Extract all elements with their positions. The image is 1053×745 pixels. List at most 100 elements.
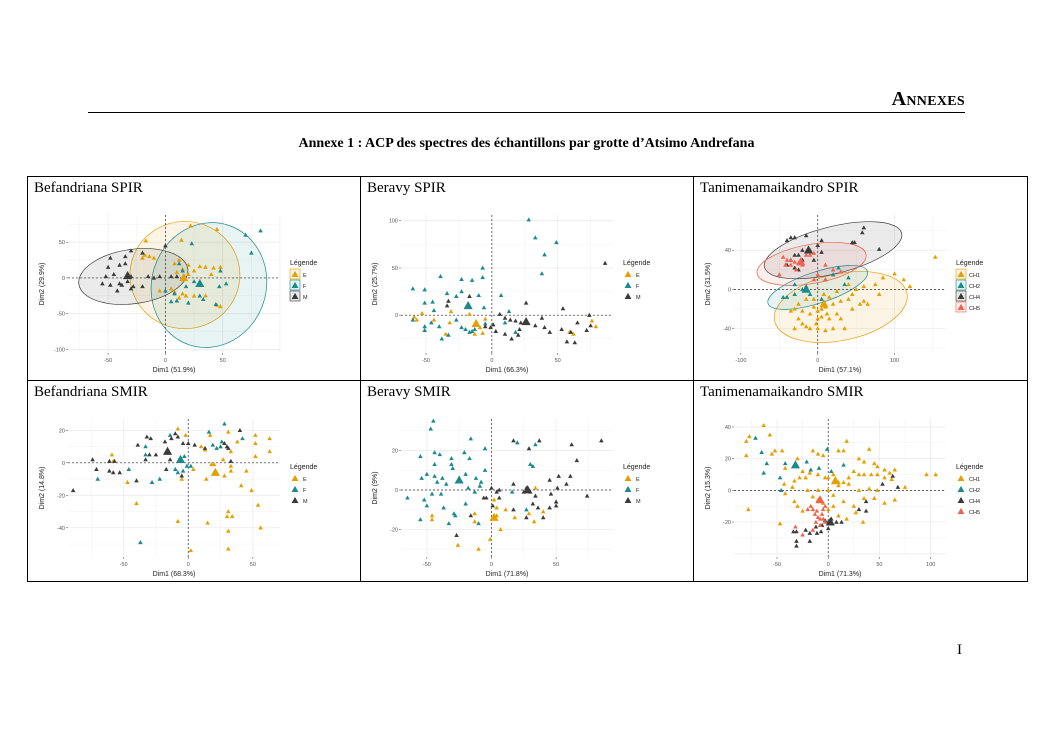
data-point xyxy=(803,296,809,301)
data-point xyxy=(169,436,174,441)
data-point xyxy=(112,458,117,463)
data-point xyxy=(185,440,191,446)
data-point xyxy=(875,472,880,477)
data-point xyxy=(506,309,512,314)
data-point xyxy=(895,484,901,489)
data-point xyxy=(860,519,866,524)
data-point xyxy=(844,516,849,521)
data-point xyxy=(502,331,508,336)
y-axis-label: Dim2 (9%) xyxy=(372,471,379,504)
data-point xyxy=(533,442,538,447)
data-point xyxy=(449,461,454,467)
legend-label: M xyxy=(303,499,308,505)
data-point xyxy=(826,294,832,299)
scatter-plot: -50 0 50 -20 0 20 Dim1 (71.8%) Dim2 (9%) Légende… xyxy=(372,418,650,578)
data-point xyxy=(793,524,798,529)
data-point xyxy=(856,456,862,461)
y-axis-label: Dim2 (25.7%) xyxy=(372,263,379,306)
data-point xyxy=(174,298,180,303)
data-point xyxy=(803,527,808,532)
data-point xyxy=(807,326,813,331)
panel-beravy-smir: Beravy SMIR -50 0 50 -20 0 20 Dim1 (71.8%) Dim2 … xyxy=(361,381,694,583)
data-point xyxy=(436,324,442,329)
data-point xyxy=(777,272,782,277)
data-point xyxy=(788,235,794,240)
data-point xyxy=(422,327,427,332)
y-axis-label: Dim2 (15.3%) xyxy=(705,467,712,510)
legend-title: Légende xyxy=(956,464,983,471)
data-point xyxy=(859,230,865,235)
figure-table: Befandriana SPIR -50 0 50 -100 -50 0 50 Dim1 (51… xyxy=(27,176,1028,582)
legend-label: CH1 xyxy=(969,477,980,483)
data-point xyxy=(157,274,162,279)
legend-key-triangle-icon xyxy=(624,485,632,493)
legend-key-triangle-icon xyxy=(957,507,965,515)
data-point xyxy=(533,493,538,498)
data-point xyxy=(191,268,197,273)
y-axis-label: Dim2 (29.9%) xyxy=(39,263,46,306)
data-point xyxy=(480,265,485,270)
data-point xyxy=(824,446,830,451)
data-point xyxy=(143,444,148,449)
data-point xyxy=(147,452,152,457)
data-point xyxy=(468,436,474,441)
data-point xyxy=(861,472,867,477)
data-point xyxy=(111,271,117,277)
data-point xyxy=(143,457,148,462)
data-point xyxy=(410,286,416,291)
data-point xyxy=(429,491,435,496)
legend-title: Légende xyxy=(623,464,650,471)
data-point xyxy=(574,458,580,463)
data-point xyxy=(229,514,235,519)
data-point xyxy=(228,463,234,468)
group-mean-point xyxy=(123,270,133,280)
data-point xyxy=(151,275,157,280)
data-point xyxy=(432,473,437,478)
data-point xyxy=(459,325,464,330)
data-point xyxy=(803,233,809,238)
y-tick-label: -20 xyxy=(57,493,65,499)
data-point xyxy=(472,489,477,494)
data-point xyxy=(459,289,464,294)
data-point xyxy=(173,466,178,472)
data-point xyxy=(448,309,454,314)
data-point xyxy=(444,303,450,308)
data-point xyxy=(811,250,817,255)
legend-label: E xyxy=(636,273,640,279)
data-point xyxy=(568,329,574,334)
data-point xyxy=(819,238,824,243)
data-point xyxy=(815,514,821,520)
legend-label: CH5 xyxy=(969,510,980,516)
data-point xyxy=(235,439,240,444)
data-point xyxy=(841,448,846,453)
data-point xyxy=(882,500,887,505)
group-mean-point xyxy=(195,278,205,288)
data-point xyxy=(781,481,787,486)
data-point xyxy=(440,475,445,480)
data-point xyxy=(810,527,816,532)
data-point xyxy=(873,282,878,287)
data-point xyxy=(175,426,181,431)
data-point xyxy=(846,282,851,287)
data-point xyxy=(796,301,801,306)
data-point xyxy=(496,487,502,492)
data-point xyxy=(197,293,203,298)
data-point xyxy=(151,255,157,260)
data-point xyxy=(790,484,795,489)
group-mean-point xyxy=(454,475,464,484)
data-point xyxy=(564,339,570,344)
legend-label: CH1 xyxy=(969,273,980,279)
data-point xyxy=(795,456,800,461)
data-point xyxy=(144,434,150,439)
data-point xyxy=(219,439,225,444)
data-point xyxy=(429,517,435,522)
data-point xyxy=(817,516,823,521)
data-point xyxy=(424,471,430,476)
data-point xyxy=(192,442,197,447)
data-point xyxy=(455,542,461,547)
data-point xyxy=(807,252,813,257)
data-point xyxy=(431,317,437,322)
legend-label: CH5 xyxy=(969,306,980,312)
data-point xyxy=(224,514,230,519)
data-point xyxy=(531,519,537,524)
